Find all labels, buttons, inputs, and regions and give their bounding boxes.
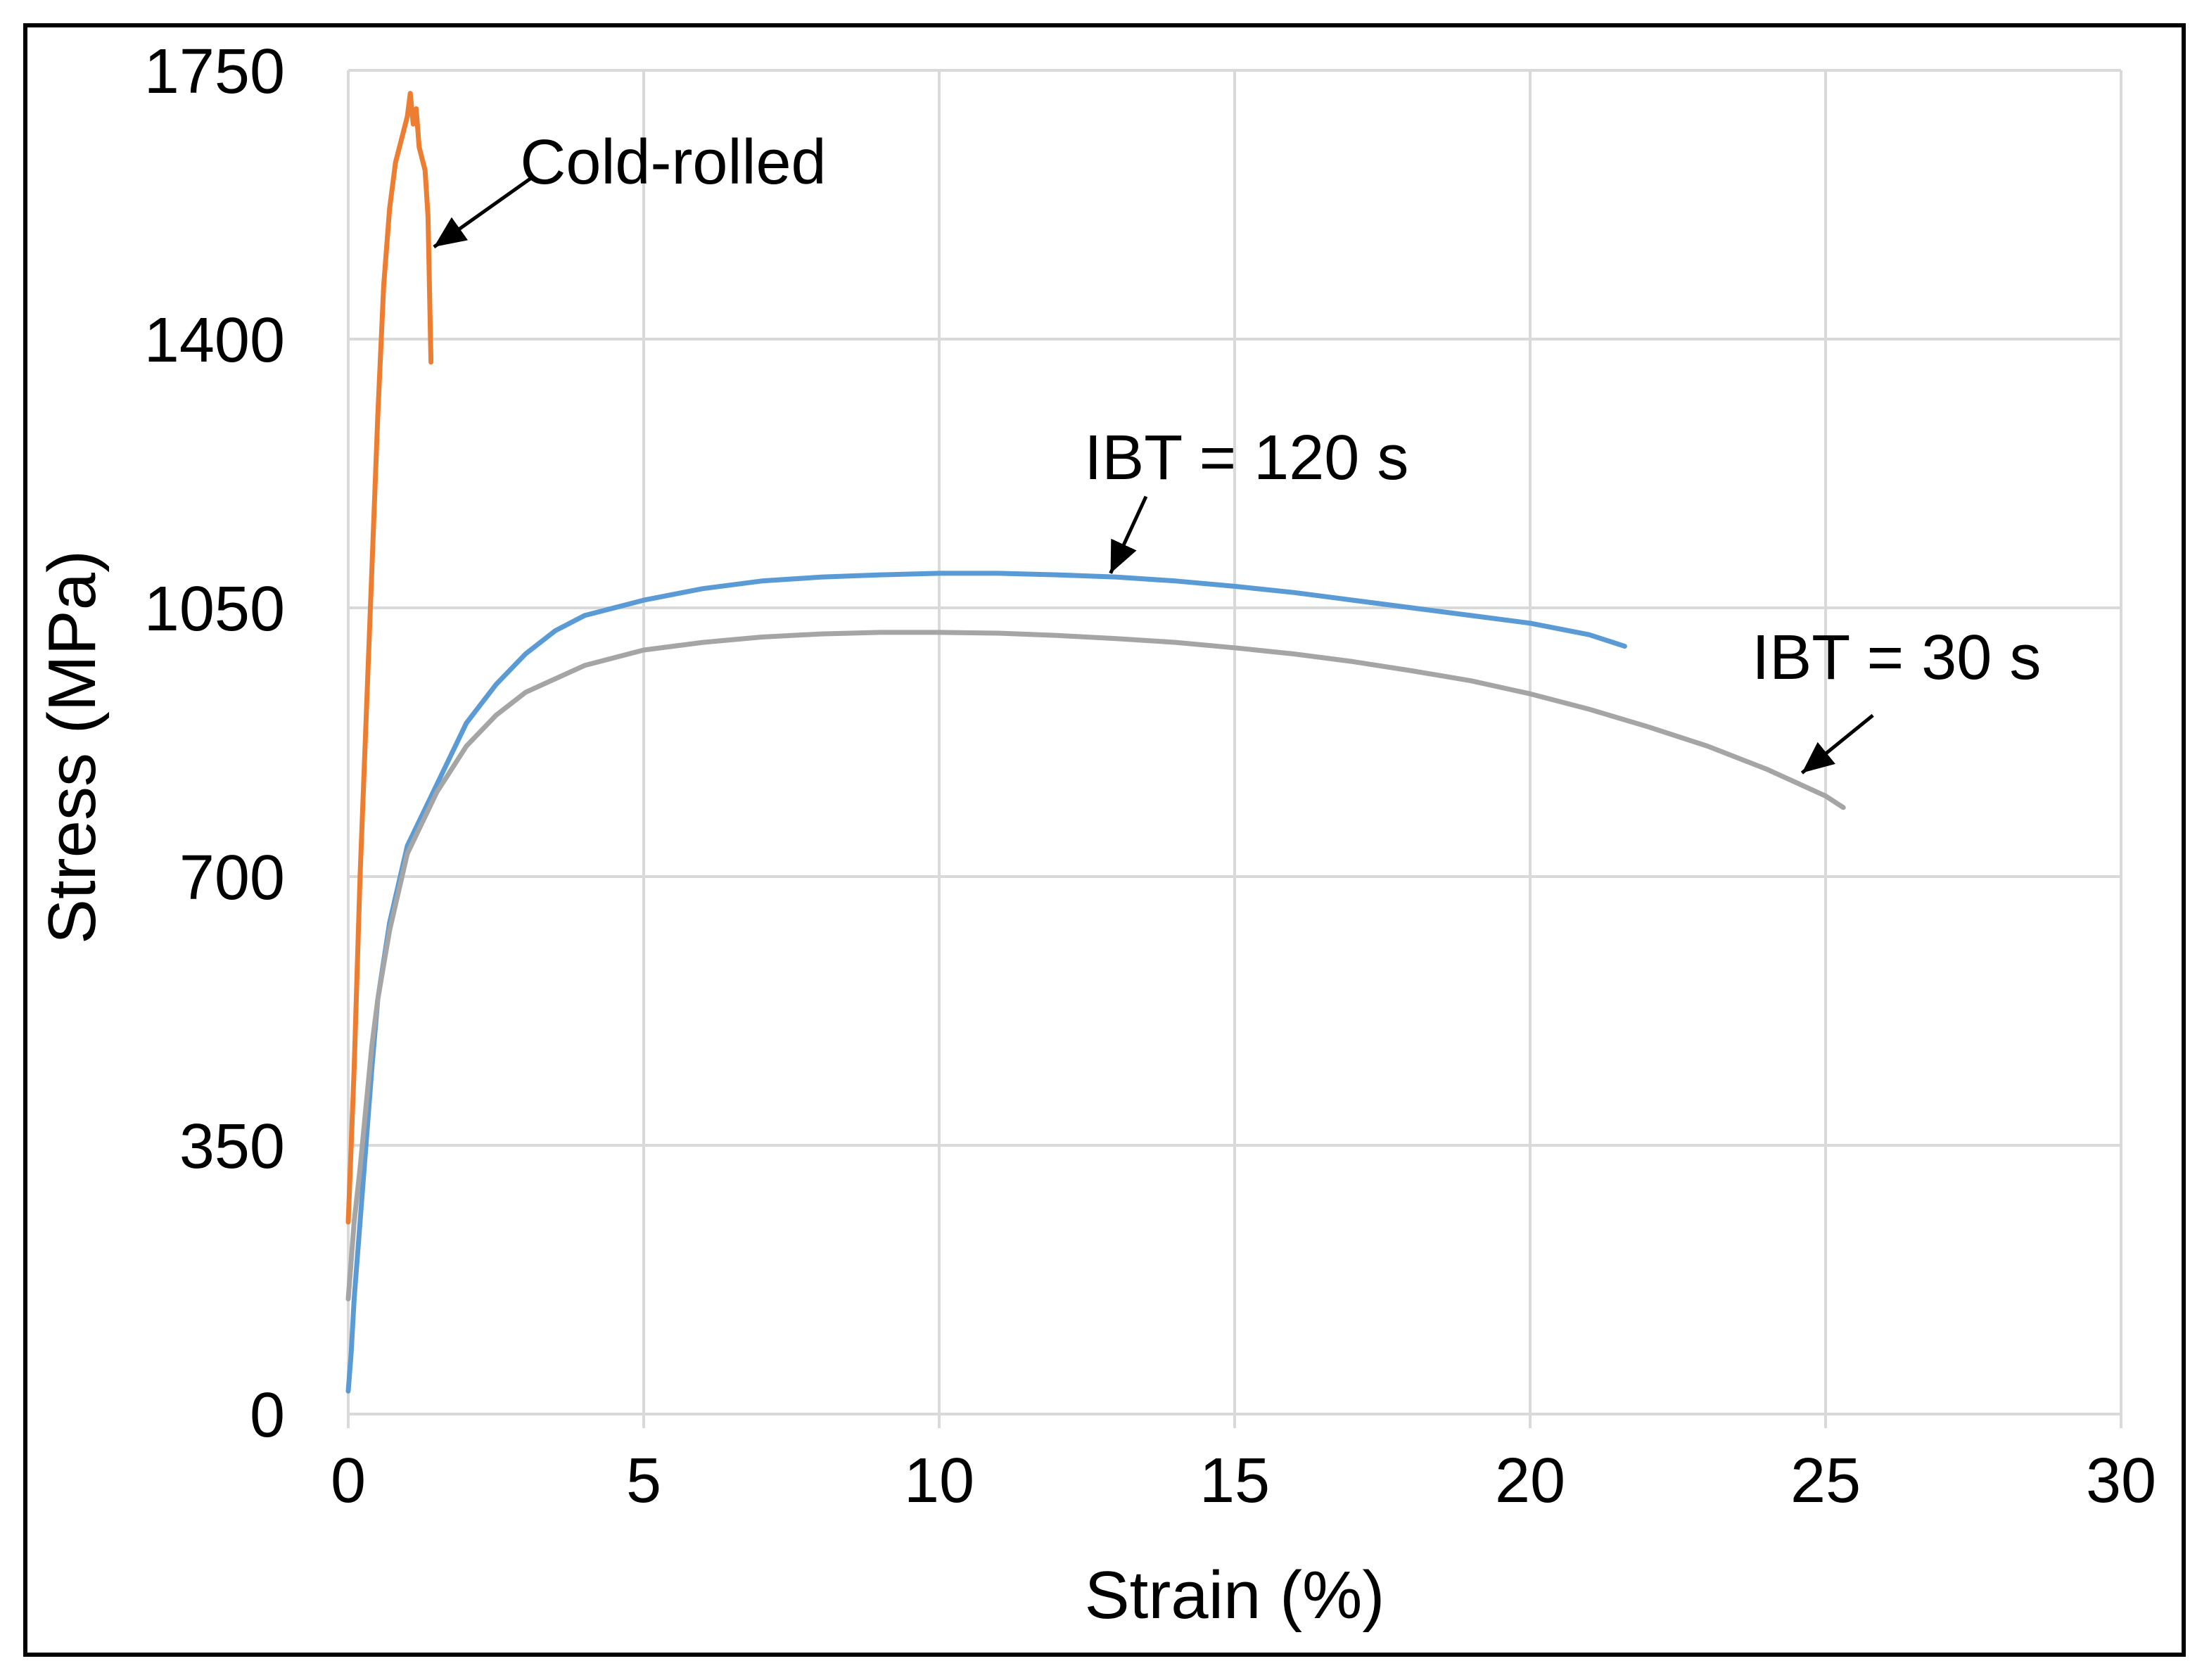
annotation-arrow [1109, 495, 1148, 574]
y-tick-label: 700 [179, 843, 285, 913]
annotation-arrow [1800, 713, 1874, 775]
x-tick-label: 25 [1790, 1446, 1861, 1516]
y-tick-label: 350 [179, 1112, 285, 1182]
series-line-cold-rolled [345, 91, 434, 1225]
x-tick-label: 30 [2086, 1446, 2156, 1516]
y-axis-title: Stress (MPa) [34, 550, 110, 944]
y-axis-ticks: 0 350 700 1050 1400 1750 [144, 37, 285, 1451]
x-axis-ticks: 0 5 10 15 20 25 30 [331, 1414, 2156, 1516]
annotation-label: Cold-rolled [520, 127, 826, 198]
x-tick-label: 10 [904, 1446, 974, 1516]
annotation-label: IBT = 120 s [1084, 423, 1408, 493]
x-axis-title: Strain (%) [1085, 1558, 1385, 1633]
x-tick-label: 0 [331, 1446, 366, 1516]
series-line-ibt-30-s [345, 630, 1846, 1302]
y-tick-label: 1750 [144, 37, 285, 107]
x-tick-label: 5 [626, 1446, 661, 1516]
series-layer [345, 91, 1846, 1394]
x-tick-label: 15 [1199, 1446, 1270, 1516]
x-tick-label: 20 [1495, 1446, 1565, 1516]
y-tick-label: 1050 [144, 574, 285, 644]
annotation-layer: Cold-rolled IBT = 120 s IBT = 30 s [433, 127, 2041, 775]
annotation-label: IBT = 30 s [1752, 623, 2041, 693]
annotation-arrow [433, 176, 533, 249]
y-tick-label: 0 [250, 1380, 285, 1451]
y-tick-label: 1400 [144, 305, 285, 376]
